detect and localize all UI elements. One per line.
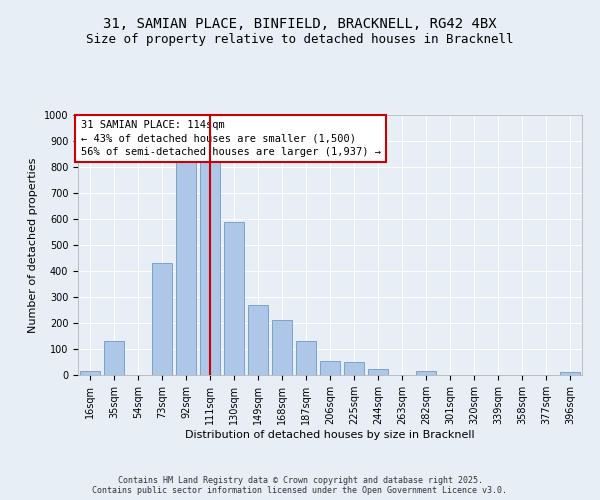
Bar (416, 371, 436, 375)
Bar (224, 222, 244, 375)
Bar (248, 305, 268, 375)
Y-axis label: Number of detached properties: Number of detached properties (28, 158, 38, 332)
Text: 31 SAMIAN PLACE: 114sqm
← 43% of detached houses are smaller (1,500)
56% of semi: 31 SAMIAN PLACE: 114sqm ← 43% of detache… (80, 120, 380, 156)
Bar (152, 263, 172, 375)
Bar (296, 341, 316, 375)
Text: Size of property relative to detached houses in Bracknell: Size of property relative to detached ho… (86, 32, 514, 46)
Bar (272, 320, 292, 375)
Bar (560, 372, 580, 375)
Bar (176, 162, 196, 375)
Text: 31, SAMIAN PLACE, BINFIELD, BRACKNELL, RG42 4BX: 31, SAMIAN PLACE, BINFIELD, BRACKNELL, R… (103, 18, 497, 32)
X-axis label: Distribution of detached houses by size in Bracknell: Distribution of detached houses by size … (185, 430, 475, 440)
Bar (104, 341, 124, 375)
Bar (320, 360, 340, 375)
Bar (80, 371, 100, 375)
Text: Contains HM Land Registry data © Crown copyright and database right 2025.
Contai: Contains HM Land Registry data © Crown c… (92, 476, 508, 495)
Bar (344, 362, 364, 375)
Bar (200, 162, 220, 375)
Bar (368, 368, 388, 375)
